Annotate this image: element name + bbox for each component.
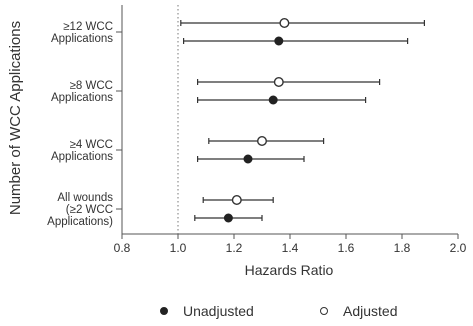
series-adjusted — [180, 18, 425, 205]
point-estimate-open — [279, 18, 290, 29]
series-unadjusted — [183, 36, 409, 223]
plot-axes: 0.8 1.0 1.2 1.4 1.6 1.8 2.0 — [114, 5, 467, 255]
x-tick-label: 1.2 — [226, 241, 243, 255]
y-category-label: ≥12 WCC Applications — [51, 21, 113, 45]
plot-series — [180, 18, 425, 223]
point-estimate-filled — [243, 154, 253, 164]
x-tick-label: 2.0 — [450, 241, 467, 255]
y-category-label-line: Applications) — [47, 216, 113, 228]
y-category-label-line: Applications — [51, 33, 113, 45]
point-estimate-filled — [274, 36, 284, 46]
y-category-label: ≥8 WCC Applications — [51, 80, 113, 104]
y-category-label: ≥4 WCC Applications — [51, 139, 113, 163]
x-tick-label: 1.0 — [170, 241, 187, 255]
open-circle-icon — [320, 307, 328, 315]
y-category-label-line: Applications — [51, 92, 113, 104]
legend-item-unadjusted: Unadjusted — [160, 303, 254, 319]
x-tick-label: 0.8 — [114, 241, 131, 255]
y-category-label-line: (≥2 WCC — [66, 204, 113, 216]
forest-plot-chart: 0.8 1.0 1.2 1.4 1.6 1.8 2.0 ≥12 WCC Application… — [7, 5, 467, 278]
y-axis-title: Number of WCC Applications — [7, 21, 24, 215]
legend-item-adjusted: Adjusted — [320, 303, 397, 319]
y-category-label-line: All wounds — [57, 192, 113, 204]
filled-circle-icon — [160, 307, 168, 315]
x-tick-label: 1.6 — [338, 241, 355, 255]
legend-label-adjusted: Adjusted — [343, 303, 398, 319]
x-axis-title: Hazards Ratio — [245, 262, 334, 278]
legend-label-unadjusted: Unadjusted — [183, 303, 254, 319]
point-estimate-open — [257, 135, 268, 146]
y-category-label-line: ≥4 WCC — [70, 139, 113, 151]
point-estimate-open — [231, 194, 242, 205]
y-category-label: All wounds (≥2 WCC Applications) — [47, 192, 113, 228]
y-category-label-line: ≥8 WCC — [70, 80, 113, 92]
x-tick-label: 1.4 — [282, 241, 299, 255]
point-estimate-filled — [223, 213, 233, 223]
y-category-label-line: ≥12 WCC — [63, 21, 113, 33]
point-estimate-filled — [268, 95, 278, 105]
x-tick-label: 1.8 — [394, 241, 411, 255]
y-category-labels: ≥12 WCC Applications≥8 WCC Applications≥4 … — [47, 21, 113, 228]
legend: Unadjusted Adjusted — [0, 300, 473, 324]
point-estimate-open — [273, 76, 284, 87]
y-category-label-line: Applications — [51, 151, 113, 163]
